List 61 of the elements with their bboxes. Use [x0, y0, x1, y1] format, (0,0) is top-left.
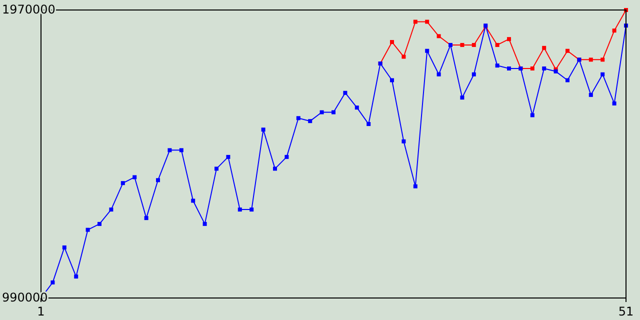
point [62, 245, 66, 250]
point [413, 20, 418, 24]
point [320, 110, 324, 114]
point [296, 116, 300, 120]
point [530, 113, 534, 118]
point [460, 96, 464, 100]
point [202, 222, 207, 226]
point [284, 154, 289, 159]
point [472, 42, 476, 47]
point [566, 78, 570, 82]
point [612, 28, 616, 33]
point [600, 72, 605, 76]
point [588, 58, 593, 62]
y-tick-label: 1970000 [2, 2, 56, 16]
point [507, 37, 511, 42]
point [343, 90, 348, 95]
point [390, 40, 394, 44]
point [238, 208, 242, 212]
point [425, 48, 430, 53]
point [413, 184, 418, 188]
point [507, 66, 511, 70]
point [436, 34, 441, 38]
point [566, 48, 570, 53]
point [390, 78, 394, 82]
point [109, 208, 114, 212]
point [402, 54, 406, 59]
point [86, 228, 90, 232]
point [612, 101, 616, 106]
point [308, 119, 312, 124]
point [261, 128, 266, 132]
point [332, 110, 336, 114]
point [273, 166, 277, 171]
x-tick-label: 51 [618, 304, 634, 318]
point [530, 66, 534, 70]
point [402, 139, 406, 144]
point [600, 58, 605, 62]
point [179, 148, 184, 152]
point [542, 46, 546, 50]
point [144, 216, 148, 220]
point [460, 42, 464, 47]
point [472, 72, 476, 76]
point [191, 198, 196, 203]
point [250, 208, 254, 212]
point [588, 92, 593, 97]
point [436, 72, 441, 76]
point [98, 222, 102, 226]
point [495, 42, 500, 47]
point [495, 64, 500, 68]
point [132, 175, 137, 180]
point [366, 122, 371, 126]
point [120, 181, 125, 186]
point [168, 148, 172, 152]
point [214, 166, 218, 171]
point [74, 274, 78, 279]
point [354, 106, 359, 110]
point [156, 178, 160, 182]
point [226, 154, 230, 159]
point [425, 20, 430, 24]
point [542, 66, 546, 70]
point [50, 280, 55, 284]
x-tick-label: 1 [37, 304, 45, 318]
